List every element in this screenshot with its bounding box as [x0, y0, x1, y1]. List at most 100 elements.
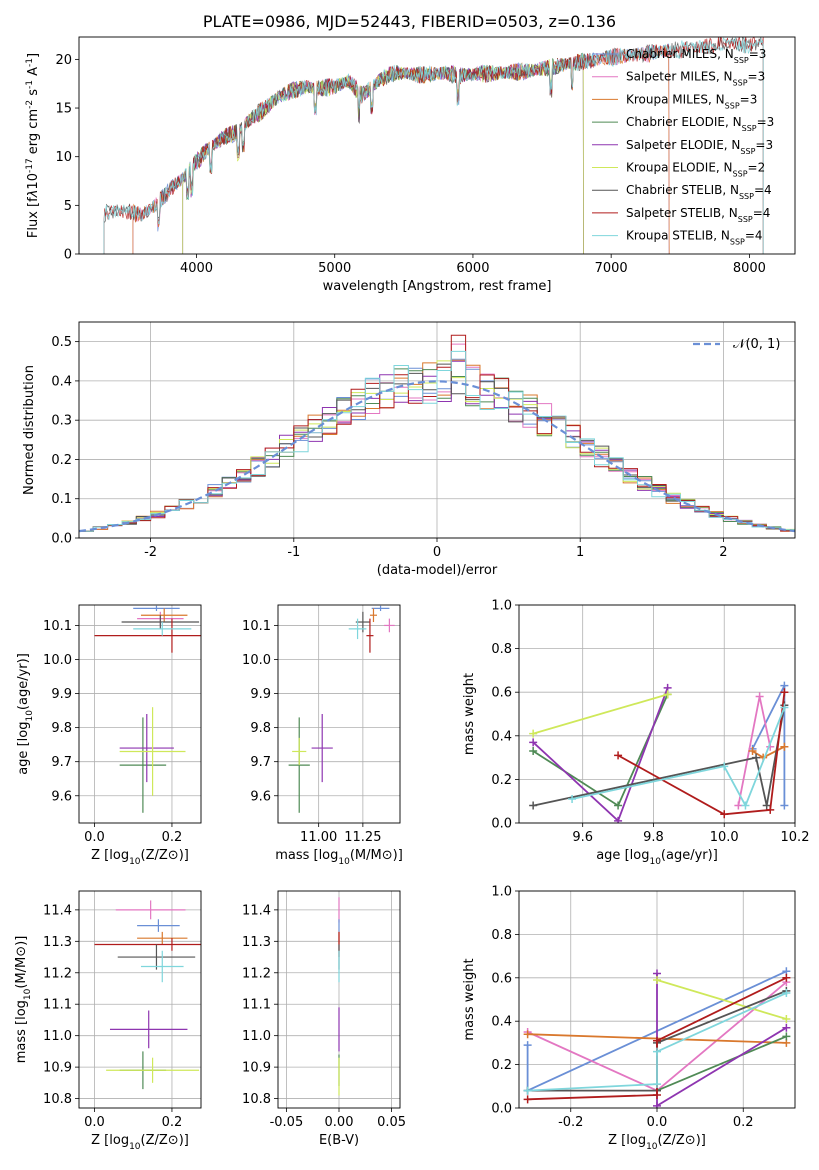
- weight-marker: [782, 1015, 791, 1024]
- plot-area: [94, 605, 201, 813]
- weight-line: [571, 707, 786, 808]
- errorbar-point: [369, 608, 378, 623]
- x-axis-label: age [log10(age/yr)]: [596, 848, 718, 867]
- weight-line: [533, 705, 786, 807]
- weight-marker: [766, 805, 775, 814]
- errorbar-point: [94, 618, 201, 653]
- weight-line: [656, 979, 787, 1020]
- x-tick-label: 9.6: [572, 830, 593, 845]
- y-tick-label: 11.1: [43, 998, 72, 1013]
- weight-marker: [734, 801, 743, 810]
- y-tick-label: 0.8: [491, 928, 512, 943]
- y-tick-label: 9.6: [250, 789, 271, 804]
- errorbar-point: [133, 605, 180, 612]
- y-tick-label: 0.0: [491, 817, 512, 832]
- errorbar-point: [348, 618, 367, 640]
- weight-series-chabrier-stelib: [529, 701, 789, 810]
- x-tick-label: 0.0: [647, 1115, 668, 1130]
- legend-entry: Kroupa MILES, NSSP=3: [626, 92, 757, 110]
- weight-marker: [614, 816, 623, 823]
- weight-marker: [782, 988, 791, 997]
- x-tick-label: -1: [287, 545, 300, 560]
- x-tick-label: 0.05: [377, 1115, 406, 1130]
- panel-weight_vs_Z: -0.2 0.0 0.2 0.0 0.2 0.4 0.6 0.8 1.0 Z [log10(Z/Z…: [462, 885, 796, 1152]
- weight-marker: [529, 738, 538, 747]
- axes-border: [78, 36, 796, 255]
- y-tick-label: 0: [64, 248, 72, 263]
- y-tick-label: 9.7: [51, 755, 72, 770]
- x-axis-label: Z [log10(Z/Z⊙)]: [608, 1133, 706, 1152]
- y-tick-label: 1.0: [491, 885, 512, 900]
- y-tick-label: 10: [55, 150, 72, 165]
- weight-marker: [529, 729, 538, 738]
- weight-series-kroupa-elodie: [529, 690, 672, 738]
- x-tick-label: 9.8: [643, 830, 664, 845]
- x-tick-label: 1: [576, 545, 584, 560]
- panel-residuals: -2 -1 0 1 2 0.0 0.1 0.2 0.3 0.4 0.5 (data-model)/er…: [22, 321, 796, 578]
- panel-age_vs_Z: 0.0 0.2 9.6 9.7 9.8 9.9 10.0 10.1 Z [log10(Z/Z⊙)…: [16, 604, 202, 867]
- x-tick-label: 7000: [595, 261, 628, 276]
- x-tick-label: -2: [144, 545, 157, 560]
- y-tick-label: 15: [55, 102, 72, 117]
- y-tick-label: 0.4: [491, 729, 512, 744]
- axes-frame: -0.05 0.00 0.05 10.8 10.9 11.0 11.1 11.2 11.3 11.…: [242, 890, 406, 1148]
- weight-marker: [663, 690, 672, 699]
- errorbar-point: [117, 944, 196, 970]
- y-tick-label: 9.6: [51, 789, 72, 804]
- y-tick-label: 0.3: [51, 414, 72, 429]
- weight-marker: [782, 1023, 791, 1032]
- plot-area: [103, 37, 764, 254]
- y-tick-label: 1.0: [491, 599, 512, 614]
- axes-border: [518, 604, 796, 824]
- legend-entry: Chabrier ELODIE, NSSP=3: [626, 115, 774, 133]
- weight-series-kroupa-stelib: [523, 988, 791, 1095]
- panel-mass_vs_EBV: -0.05 0.00 0.05 10.8 10.9 11.0 11.1 11.2 11.3 11.…: [242, 890, 406, 1148]
- errorbar-point: [140, 608, 188, 623]
- legend-entry: Chabrier MILES, NSSP=3: [626, 47, 766, 65]
- y-axis-label: Flux [fλ10-17 erg cm-2 s-1 A-1]: [25, 53, 41, 238]
- plot-area: [79, 334, 795, 533]
- weight-line: [527, 992, 787, 1092]
- axes-frame: 4000 5000 6000 7000 8000 0 5 10 15 20 wavelength […: [25, 36, 796, 294]
- errorbar-point: [384, 618, 395, 633]
- y-tick-label: 11.1: [242, 998, 271, 1013]
- y-axis-label: mass weight: [462, 958, 477, 1040]
- y-tick-label: 11.4: [43, 903, 72, 918]
- weight-marker: [653, 975, 661, 984]
- axes-frame: 9.6 9.8 10.0 10.2 0.0 0.2 0.4 0.6 0.8 1.0 age [log…: [462, 599, 809, 868]
- panel-age_vs_mass: 11.00 11.25 9.6 9.7 9.8 9.9 10.0 10.1 mass [log1…: [242, 604, 403, 867]
- x-tick-label: 0.2: [162, 1115, 183, 1130]
- y-tick-label: 9.8: [250, 721, 271, 736]
- y-tick-label: 11.2: [43, 966, 72, 981]
- y-tick-label: 10.9: [43, 1061, 72, 1076]
- legend-entry: Salpeter ELODIE, NSSP=3: [626, 138, 773, 156]
- legend-entry: Kroupa STELIB, NSSP=4: [626, 229, 763, 247]
- plot-area: [94, 900, 201, 1090]
- y-tick-label: 10.0: [43, 653, 72, 668]
- legend-entry: Salpeter MILES, NSSP=3: [626, 70, 765, 88]
- y-tick-label: 9.9: [51, 687, 72, 702]
- weight-marker: [782, 1032, 791, 1041]
- y-tick-label: 9.9: [250, 687, 271, 702]
- x-tick-label: 0.0: [84, 1115, 105, 1130]
- errorbar-point: [311, 714, 333, 783]
- weight-marker: [780, 742, 789, 751]
- x-axis-label: E(B-V): [319, 1133, 359, 1148]
- axes-border: [277, 604, 401, 824]
- legend-entry: Salpeter STELIB, NSSP=4: [626, 206, 770, 224]
- errorbar-point: [119, 717, 167, 813]
- y-tick-label: 11.4: [242, 903, 271, 918]
- y-tick-label: 11.0: [242, 1029, 271, 1044]
- axes-frame: -2 -1 0 1 2 0.0 0.1 0.2 0.3 0.4 0.5 (data-model)/er…: [22, 321, 796, 578]
- x-tick-label: -0.05: [270, 1115, 304, 1130]
- y-axis-label: Normed distribution: [22, 365, 37, 495]
- weight-marker: [741, 801, 750, 810]
- panel-spectrum: 4000 5000 6000 7000 8000 0 5 10 15 20 wavelength […: [25, 36, 796, 294]
- axes-border: [78, 321, 796, 539]
- y-tick-label: 10.1: [43, 619, 72, 634]
- y-tick-label: 10.8: [242, 1092, 271, 1107]
- histogram-kroupa-stelib: [79, 350, 795, 532]
- errorbar-point: [94, 938, 201, 951]
- weight-marker: [523, 1095, 532, 1104]
